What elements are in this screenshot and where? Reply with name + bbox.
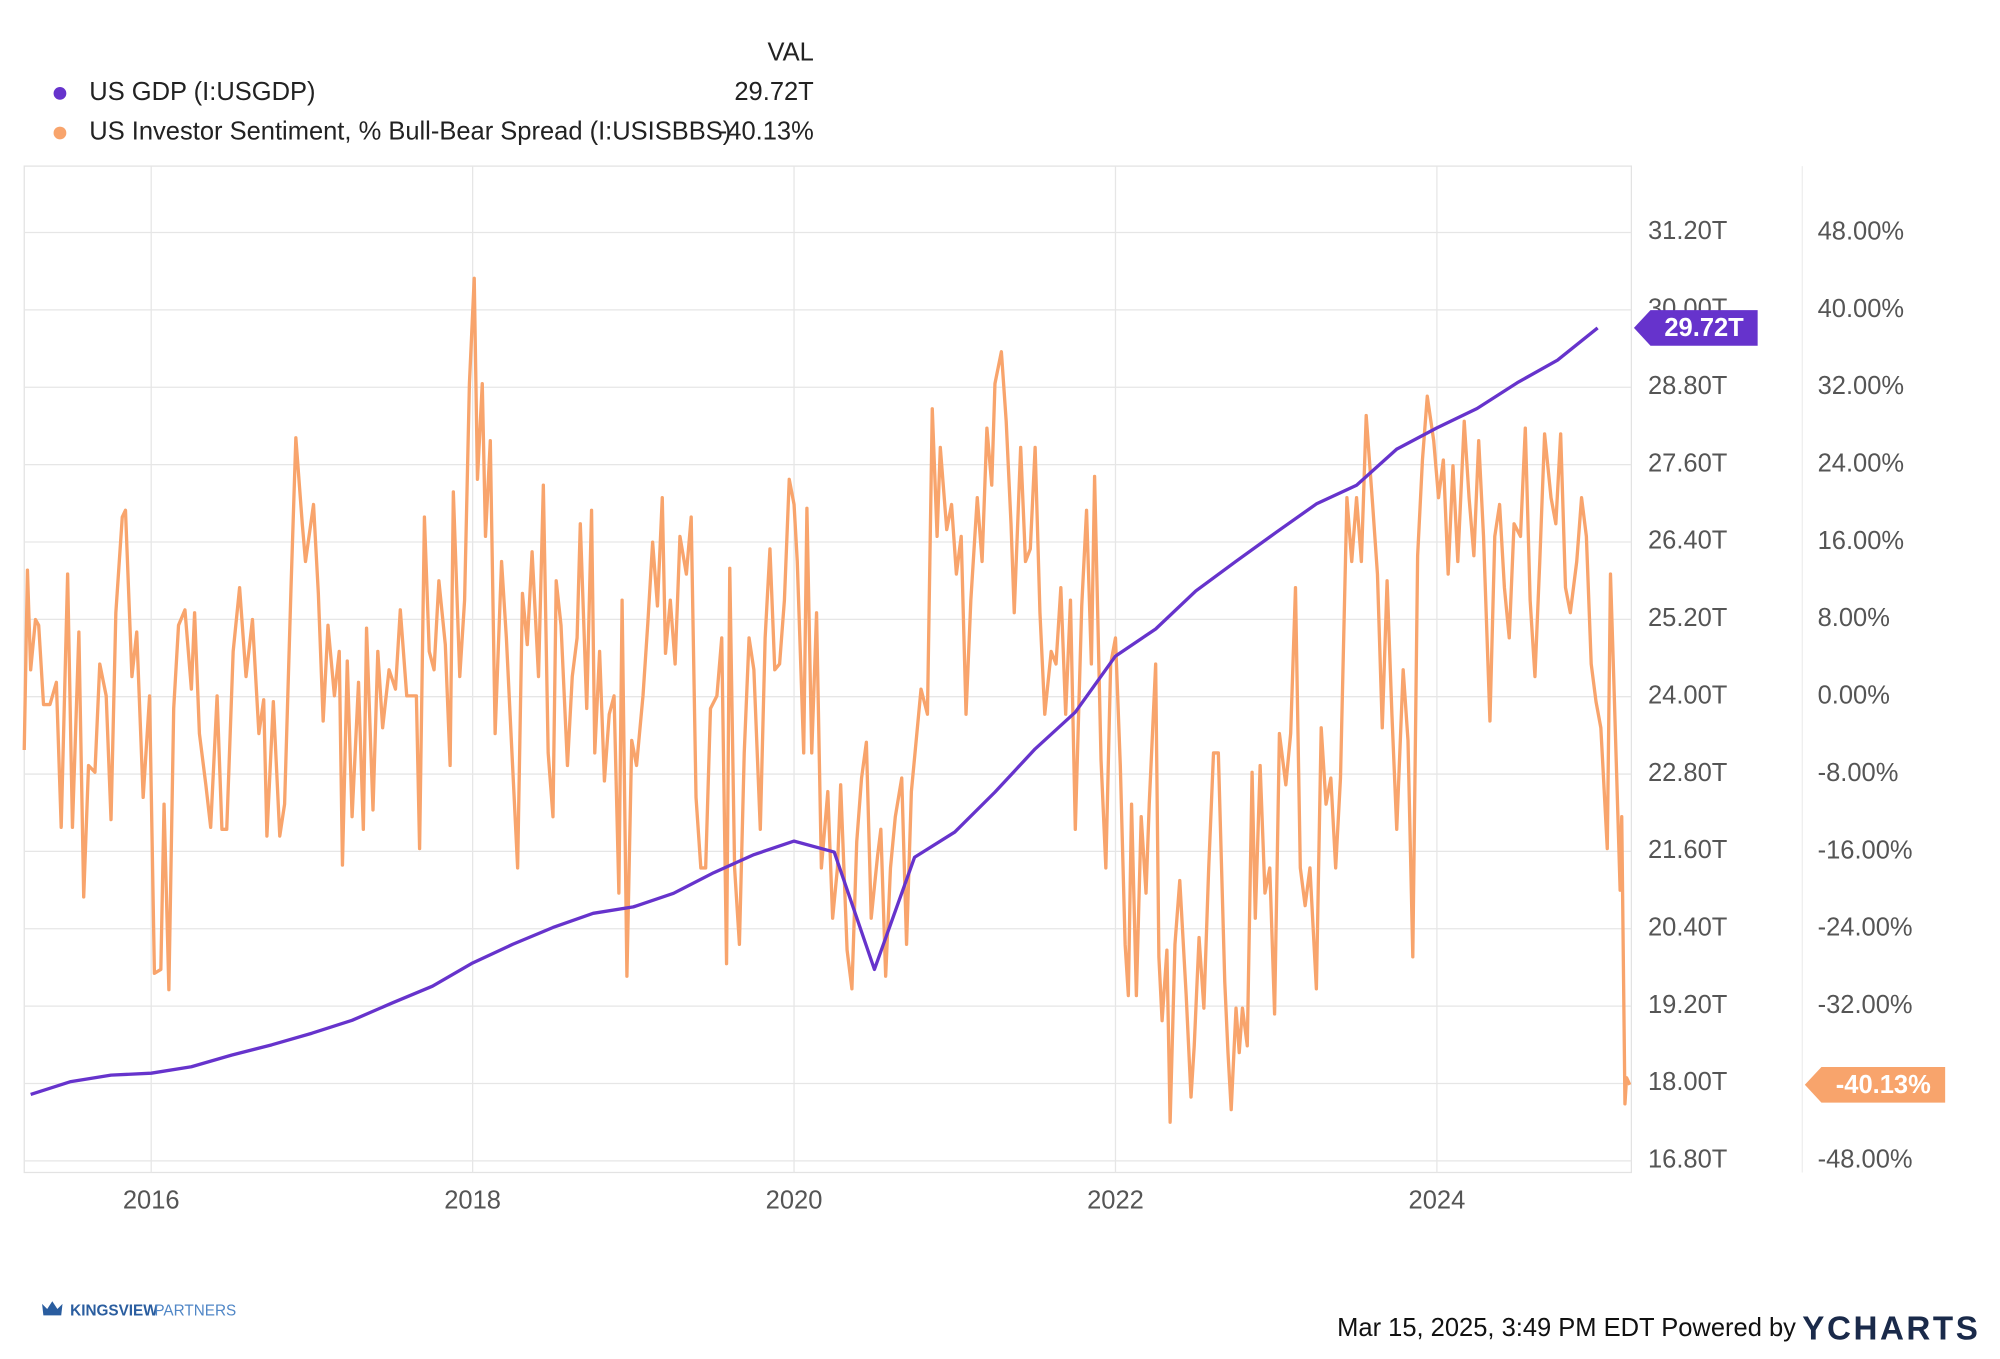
last-value-label: 29.72T bbox=[1664, 314, 1744, 342]
y2-tick-label: -24.00% bbox=[1818, 914, 1913, 942]
y-tick-label: 19.20T bbox=[1648, 991, 1727, 1019]
legend-value: -40.13% bbox=[719, 118, 814, 146]
y2-tick-label: -32.00% bbox=[1818, 991, 1913, 1019]
logo: KINGSVIEW PARTNERS bbox=[42, 1301, 236, 1320]
y2-tick-label: 48.00% bbox=[1818, 218, 1905, 246]
legend-label: US Investor Sentiment, % Bull-Bear Sprea… bbox=[89, 118, 731, 146]
x-tick-label: 2018 bbox=[444, 1187, 501, 1215]
y2-tick-label: 40.00% bbox=[1818, 295, 1905, 323]
y-tick-label: 31.20T bbox=[1648, 217, 1727, 245]
x-tick-label: 2020 bbox=[766, 1187, 823, 1215]
y2-tick-label: 8.00% bbox=[1818, 604, 1890, 632]
logo-crown bbox=[42, 1301, 63, 1316]
y2-tick-label: 32.00% bbox=[1818, 372, 1905, 400]
series-line bbox=[30, 326, 1599, 1097]
y2-tick-label: 0.00% bbox=[1818, 682, 1890, 710]
y-tick-label: 24.00T bbox=[1648, 681, 1727, 709]
y-tick-label: 16.80T bbox=[1648, 1146, 1727, 1174]
series-line bbox=[22, 276, 1632, 1124]
x-tick-label: 2022 bbox=[1087, 1187, 1144, 1215]
legend-marker bbox=[53, 126, 67, 140]
y-tick-label: 27.60T bbox=[1648, 449, 1727, 477]
y-tick-label: 28.80T bbox=[1648, 372, 1727, 400]
logo-light: PARTNERS bbox=[154, 1303, 236, 1320]
y2-tick-label: 16.00% bbox=[1818, 527, 1905, 555]
grid bbox=[24, 166, 1632, 1173]
y2-tick-label: -16.00% bbox=[1818, 836, 1913, 864]
footer-brand: YCHARTS bbox=[1802, 1310, 1980, 1347]
legend-value: 29.72T bbox=[734, 78, 813, 106]
y-tick-label: 22.80T bbox=[1648, 759, 1727, 787]
y2-tick-label: -48.00% bbox=[1818, 1146, 1913, 1174]
legend-header: VAL bbox=[767, 39, 813, 67]
y-tick-label: 18.00T bbox=[1648, 1068, 1727, 1096]
footer-timestamp: Mar 15, 2025, 3:49 PM EDT Powered by bbox=[1337, 1314, 1796, 1342]
last-value-label: -40.13% bbox=[1836, 1071, 1931, 1099]
logo-bold: KINGSVIEW bbox=[70, 1303, 158, 1320]
y-tick-label: 21.60T bbox=[1648, 836, 1727, 864]
y-tick-label: 20.40T bbox=[1648, 914, 1727, 942]
last-value-badge bbox=[1804, 1066, 1946, 1103]
x-tick-label: 2024 bbox=[1409, 1187, 1466, 1215]
legend-marker bbox=[53, 87, 67, 100]
y-tick-label: 25.20T bbox=[1648, 604, 1727, 632]
y2-tick-label: 24.00% bbox=[1818, 450, 1905, 478]
x-tick-label: 2016 bbox=[123, 1187, 180, 1215]
y2-tick-label: -8.00% bbox=[1818, 759, 1899, 787]
legend-label: US GDP (I:USGDP) bbox=[89, 78, 315, 106]
last-value-badge bbox=[1633, 310, 1758, 346]
y-tick-label: 26.40T bbox=[1648, 527, 1727, 555]
